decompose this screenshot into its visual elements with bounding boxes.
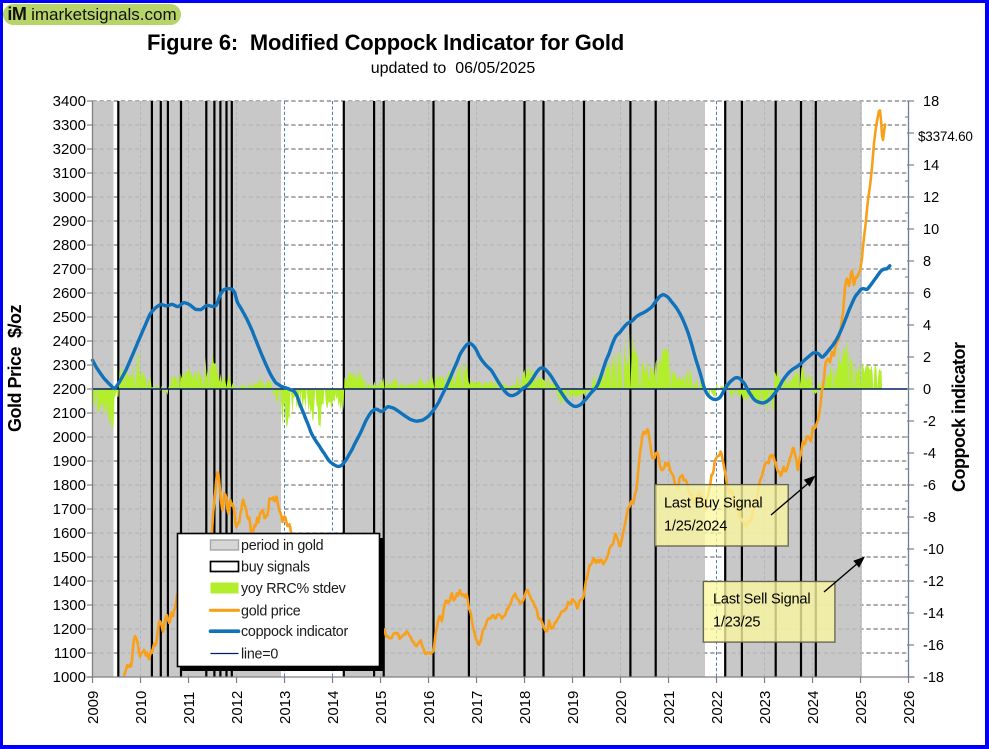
svg-text:2500: 2500 xyxy=(53,309,86,326)
svg-text:2018: 2018 xyxy=(517,691,534,724)
svg-text:2013: 2013 xyxy=(277,691,294,724)
svg-text:-4: -4 xyxy=(923,446,936,462)
svg-text:yoy RRC% stdev: yoy RRC% stdev xyxy=(241,581,347,597)
svg-text:1900: 1900 xyxy=(53,453,86,470)
svg-text:2400: 2400 xyxy=(53,333,86,350)
svg-text:2: 2 xyxy=(923,350,931,366)
svg-text:-8: -8 xyxy=(923,510,936,526)
svg-text:line=0: line=0 xyxy=(241,647,278,663)
svg-text:2300: 2300 xyxy=(53,357,86,374)
svg-text:period in gold: period in gold xyxy=(241,538,324,554)
svg-text:2019: 2019 xyxy=(565,691,582,724)
svg-text:2016: 2016 xyxy=(421,691,438,724)
svg-text:2024: 2024 xyxy=(805,691,822,724)
svg-text:2600: 2600 xyxy=(53,285,86,302)
svg-text:2700: 2700 xyxy=(53,261,86,278)
svg-text:2010: 2010 xyxy=(133,691,150,724)
svg-text:-16: -16 xyxy=(923,638,944,654)
svg-text:3400: 3400 xyxy=(53,93,86,110)
svg-text:2009: 2009 xyxy=(85,691,102,724)
svg-text:-18: -18 xyxy=(923,670,944,686)
svg-text:1400: 1400 xyxy=(53,573,86,590)
svg-text:1/25/2024: 1/25/2024 xyxy=(664,519,727,535)
svg-text:0: 0 xyxy=(923,382,931,398)
svg-text:1100: 1100 xyxy=(54,645,86,662)
svg-text:8: 8 xyxy=(923,254,931,270)
svg-text:12: 12 xyxy=(923,190,939,206)
svg-text:2900: 2900 xyxy=(53,213,86,230)
svg-text:-14: -14 xyxy=(923,606,944,622)
svg-text:1800: 1800 xyxy=(53,477,86,494)
svg-text:buy signals: buy signals xyxy=(241,560,310,576)
svg-text:4: 4 xyxy=(923,318,931,334)
svg-text:2800: 2800 xyxy=(53,237,86,254)
svg-text:1200: 1200 xyxy=(53,621,86,638)
svg-text:6: 6 xyxy=(923,286,931,302)
svg-text:2014: 2014 xyxy=(325,691,342,724)
svg-text:2011: 2011 xyxy=(181,692,198,724)
svg-text:Gold Price $/oz: Gold Price $/oz xyxy=(5,304,25,432)
svg-text:-10: -10 xyxy=(923,542,944,558)
svg-text:-12: -12 xyxy=(923,574,944,590)
svg-text:18: 18 xyxy=(923,94,939,110)
svg-text:2023: 2023 xyxy=(757,691,774,724)
svg-text:1700: 1700 xyxy=(53,501,86,518)
svg-text:Last Sell Signal: Last Sell Signal xyxy=(713,592,810,608)
svg-text:2021: 2021 xyxy=(661,691,678,724)
svg-text:14: 14 xyxy=(923,158,939,174)
svg-text:gold price: gold price xyxy=(241,603,301,619)
svg-text:2022: 2022 xyxy=(709,691,726,724)
svg-text:$3374.60: $3374.60 xyxy=(918,129,973,144)
svg-text:1000: 1000 xyxy=(53,669,86,686)
svg-text:-6: -6 xyxy=(923,478,936,494)
svg-text:3000: 3000 xyxy=(53,189,86,206)
svg-text:3100: 3100 xyxy=(53,165,86,182)
svg-text:2012: 2012 xyxy=(229,691,246,724)
svg-text:2015: 2015 xyxy=(373,691,390,724)
svg-text:1500: 1500 xyxy=(53,549,86,566)
svg-text:2200: 2200 xyxy=(53,381,86,398)
svg-text:2025: 2025 xyxy=(853,691,870,724)
svg-text:1300: 1300 xyxy=(53,597,86,614)
svg-text:Coppock indicator: Coppock indicator xyxy=(949,342,969,492)
svg-text:2100: 2100 xyxy=(53,405,86,422)
svg-text:1/23/25: 1/23/25 xyxy=(713,615,760,631)
svg-text:2017: 2017 xyxy=(469,691,486,724)
svg-text:coppock indicator: coppock indicator xyxy=(241,624,349,640)
svg-text:Last Buy Signal: Last Buy Signal xyxy=(664,496,762,512)
svg-text:3300: 3300 xyxy=(53,117,86,134)
svg-text:2026: 2026 xyxy=(901,691,918,724)
svg-text:-2: -2 xyxy=(923,414,936,430)
svg-text:2000: 2000 xyxy=(53,429,86,446)
svg-text:3200: 3200 xyxy=(53,141,86,158)
svg-text:2020: 2020 xyxy=(613,691,630,724)
svg-text:10: 10 xyxy=(923,222,939,238)
svg-text:1600: 1600 xyxy=(53,525,86,542)
